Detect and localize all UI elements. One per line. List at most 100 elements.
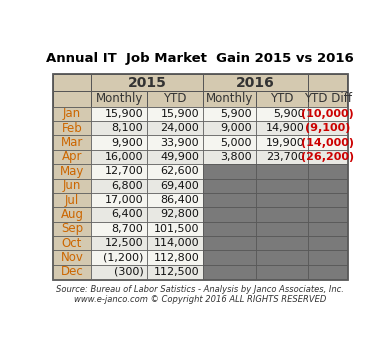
Bar xyxy=(308,150,347,164)
Text: Nov: Nov xyxy=(60,251,83,264)
Text: Monthly: Monthly xyxy=(206,92,253,105)
Text: 112,500: 112,500 xyxy=(154,267,199,277)
Text: 15,900: 15,900 xyxy=(105,109,143,119)
Bar xyxy=(203,178,347,193)
Bar xyxy=(308,193,347,207)
Text: Feb: Feb xyxy=(62,122,82,135)
Text: (14,000): (14,000) xyxy=(301,138,354,148)
Bar xyxy=(147,107,203,121)
Text: Apr: Apr xyxy=(62,150,82,163)
Bar xyxy=(91,193,147,207)
Bar xyxy=(147,150,203,164)
Bar xyxy=(203,236,347,250)
Bar xyxy=(308,222,347,236)
Bar xyxy=(256,250,308,265)
Bar xyxy=(53,222,91,236)
Bar xyxy=(308,91,347,107)
Text: Jul: Jul xyxy=(65,194,79,206)
Bar xyxy=(256,107,308,121)
Bar xyxy=(203,236,256,250)
Bar xyxy=(53,164,91,178)
Bar xyxy=(91,74,203,91)
Bar xyxy=(91,135,147,150)
Bar xyxy=(147,222,203,236)
Text: 69,400: 69,400 xyxy=(160,181,199,191)
Text: Aug: Aug xyxy=(60,208,83,221)
Text: (300): (300) xyxy=(113,267,143,277)
Bar xyxy=(203,91,256,107)
Bar xyxy=(256,121,308,135)
Bar xyxy=(53,150,91,164)
Bar xyxy=(308,236,347,250)
Bar xyxy=(147,135,203,150)
Bar xyxy=(147,178,203,193)
Bar xyxy=(53,91,91,107)
Bar xyxy=(308,265,347,279)
Bar xyxy=(53,193,91,207)
Bar xyxy=(203,265,347,279)
Text: May: May xyxy=(60,165,84,178)
Bar xyxy=(203,207,347,222)
Bar xyxy=(91,178,147,193)
Bar xyxy=(256,164,308,178)
Text: 114,000: 114,000 xyxy=(154,238,199,248)
Bar xyxy=(53,178,91,193)
Text: 101,500: 101,500 xyxy=(154,224,199,234)
Bar xyxy=(203,135,256,150)
Text: 33,900: 33,900 xyxy=(160,138,199,148)
Bar xyxy=(203,250,256,265)
Text: 17,000: 17,000 xyxy=(105,195,143,205)
Text: 15,900: 15,900 xyxy=(160,109,199,119)
Text: 12,500: 12,500 xyxy=(105,238,143,248)
Text: Oct: Oct xyxy=(62,237,82,250)
Text: 16,000: 16,000 xyxy=(105,152,143,162)
Bar xyxy=(256,91,308,107)
Text: 92,800: 92,800 xyxy=(160,210,199,219)
Bar xyxy=(256,178,308,193)
Text: YTD: YTD xyxy=(270,92,294,105)
Text: 86,400: 86,400 xyxy=(160,195,199,205)
Text: (1,200): (1,200) xyxy=(103,253,143,262)
Bar xyxy=(91,107,147,121)
Bar xyxy=(308,135,347,150)
Text: 12,700: 12,700 xyxy=(105,166,143,176)
Bar xyxy=(203,193,256,207)
Bar xyxy=(91,265,147,279)
Bar xyxy=(147,250,203,265)
Bar xyxy=(256,236,308,250)
Bar xyxy=(256,265,308,279)
Text: (26,200): (26,200) xyxy=(301,152,354,162)
Bar xyxy=(308,121,347,135)
Bar xyxy=(147,91,203,107)
Bar xyxy=(203,150,256,164)
Bar xyxy=(203,107,256,121)
Bar xyxy=(203,222,347,236)
Text: 23,700: 23,700 xyxy=(266,152,305,162)
Text: 5,900: 5,900 xyxy=(273,109,305,119)
Bar xyxy=(147,207,203,222)
Text: 112,800: 112,800 xyxy=(153,253,199,262)
Bar xyxy=(91,236,147,250)
Text: 6,400: 6,400 xyxy=(112,210,143,219)
Bar xyxy=(256,222,308,236)
Text: 6,800: 6,800 xyxy=(112,181,143,191)
Bar xyxy=(53,135,91,150)
Bar xyxy=(53,121,91,135)
Text: 19,900: 19,900 xyxy=(266,138,305,148)
Text: 8,100: 8,100 xyxy=(112,123,143,133)
Bar xyxy=(53,236,91,250)
Bar xyxy=(147,265,203,279)
Text: YTD: YTD xyxy=(163,92,187,105)
Text: Jun: Jun xyxy=(63,179,81,192)
Text: 9,000: 9,000 xyxy=(220,123,252,133)
Bar xyxy=(308,207,347,222)
Text: Source: Bureau of Labor Satistics - Analysis by Janco Associates, Inc.: Source: Bureau of Labor Satistics - Anal… xyxy=(56,286,344,294)
Bar xyxy=(308,178,347,193)
Bar xyxy=(147,164,203,178)
Bar xyxy=(203,74,308,91)
Bar xyxy=(91,164,147,178)
Bar xyxy=(203,207,256,222)
Text: 24,000: 24,000 xyxy=(160,123,199,133)
Text: Mar: Mar xyxy=(61,136,83,149)
Bar xyxy=(53,74,347,279)
